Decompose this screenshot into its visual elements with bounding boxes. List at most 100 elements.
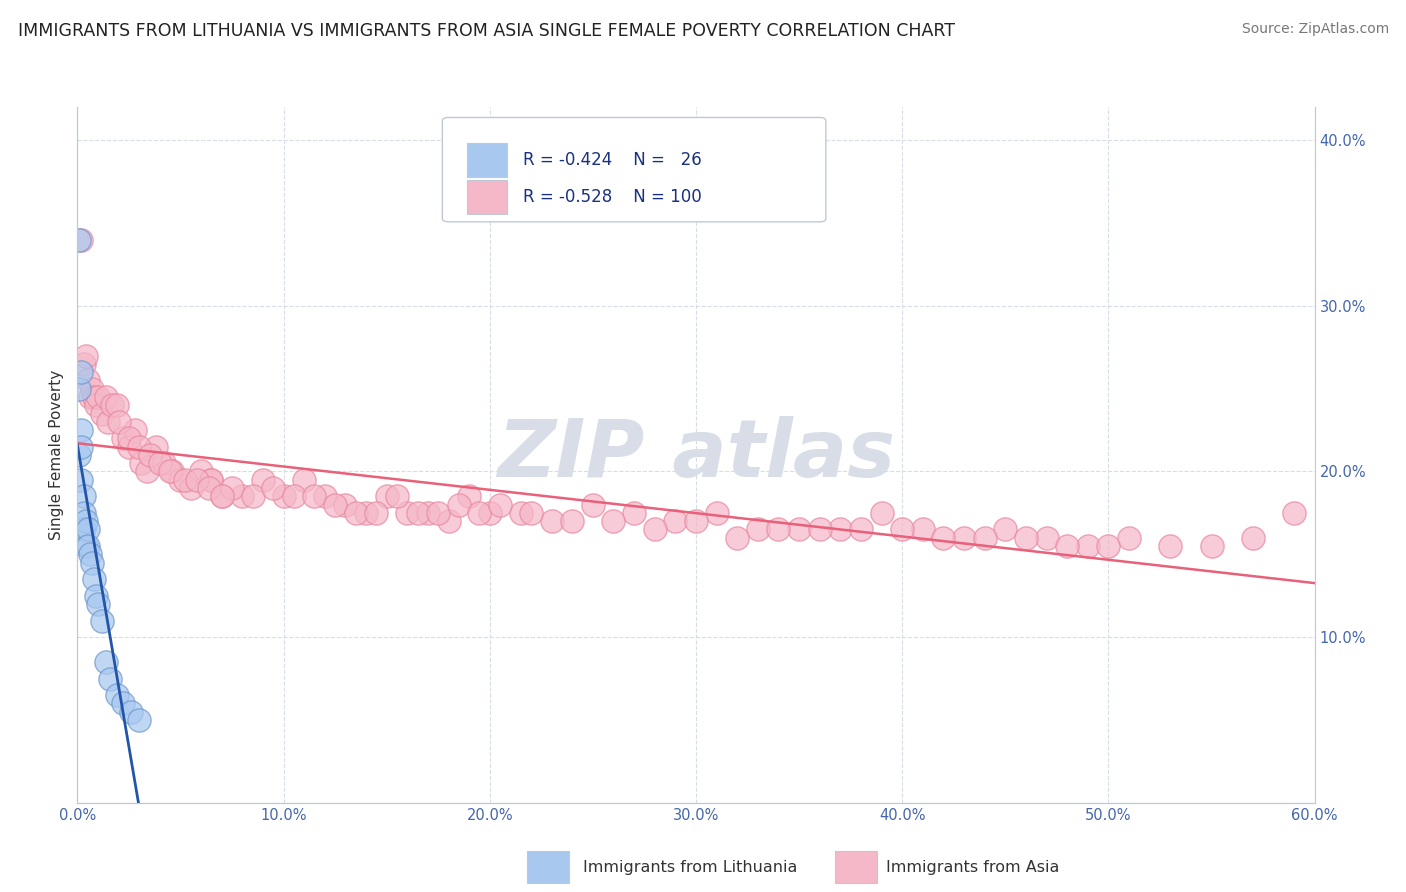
Point xyxy=(87,390,110,404)
Point xyxy=(973,531,995,545)
Point xyxy=(87,597,110,611)
Point xyxy=(128,713,150,727)
Point xyxy=(664,514,686,528)
Point xyxy=(72,357,94,371)
Point xyxy=(83,572,105,586)
Point xyxy=(79,547,101,561)
Point xyxy=(830,523,852,537)
Bar xyxy=(467,144,506,177)
Point xyxy=(468,506,491,520)
Point xyxy=(427,506,450,520)
Point xyxy=(540,514,562,528)
Text: IMMIGRANTS FROM LITHUANIA VS IMMIGRANTS FROM ASIA SINGLE FEMALE POVERTY CORRELAT: IMMIGRANTS FROM LITHUANIA VS IMMIGRANTS … xyxy=(18,22,955,40)
Point xyxy=(437,514,460,528)
Point xyxy=(159,465,181,479)
Point xyxy=(120,705,142,719)
Point xyxy=(385,489,408,503)
Point xyxy=(447,498,470,512)
Point xyxy=(406,506,429,520)
Point xyxy=(97,415,120,429)
Point xyxy=(354,506,377,520)
Point xyxy=(344,506,367,520)
Point xyxy=(252,473,274,487)
Point xyxy=(118,440,141,454)
Point xyxy=(76,373,98,387)
Point xyxy=(128,440,150,454)
Point xyxy=(67,448,90,462)
Bar xyxy=(467,180,506,213)
Point xyxy=(273,489,295,503)
Text: ZIP atlas: ZIP atlas xyxy=(496,416,896,494)
Point xyxy=(849,523,872,537)
Point xyxy=(787,523,810,537)
Point xyxy=(489,498,512,512)
Point xyxy=(70,473,93,487)
Point xyxy=(173,473,195,487)
Point xyxy=(211,489,233,503)
Point xyxy=(911,523,934,537)
Point xyxy=(891,523,914,537)
Point xyxy=(75,514,97,528)
Point xyxy=(366,506,388,520)
Point xyxy=(80,382,103,396)
Text: R = -0.424    N =   26: R = -0.424 N = 26 xyxy=(523,151,702,169)
Point xyxy=(1035,531,1057,545)
Point xyxy=(375,489,398,503)
Point xyxy=(67,382,90,396)
Point xyxy=(72,523,94,537)
Point xyxy=(221,481,243,495)
Point xyxy=(129,456,152,470)
Point xyxy=(323,498,346,512)
Point xyxy=(70,440,93,454)
Point xyxy=(180,481,202,495)
Point xyxy=(169,473,191,487)
Point xyxy=(96,390,118,404)
Point xyxy=(953,531,976,545)
Point xyxy=(283,489,305,503)
Y-axis label: Single Female Poverty: Single Female Poverty xyxy=(49,370,65,540)
Point xyxy=(582,498,605,512)
Point xyxy=(153,456,176,470)
Point xyxy=(1159,539,1181,553)
FancyBboxPatch shape xyxy=(443,118,825,222)
Point xyxy=(70,423,93,437)
Point xyxy=(304,489,326,503)
Point xyxy=(262,481,284,495)
Point xyxy=(1241,531,1264,545)
Point xyxy=(602,514,624,528)
Point xyxy=(768,523,790,537)
Point xyxy=(1201,539,1223,553)
Point xyxy=(149,456,172,470)
Point xyxy=(932,531,955,545)
Point xyxy=(72,506,94,520)
Point xyxy=(84,398,107,412)
Point xyxy=(747,523,769,537)
Point xyxy=(76,523,98,537)
Point xyxy=(211,489,233,503)
Point xyxy=(808,523,831,537)
Point xyxy=(314,489,336,503)
Point xyxy=(101,398,124,412)
Point xyxy=(458,489,481,503)
Point xyxy=(416,506,439,520)
Point xyxy=(98,672,121,686)
Point xyxy=(91,614,114,628)
Point xyxy=(644,523,666,537)
Point xyxy=(200,473,222,487)
Point xyxy=(242,489,264,503)
Point xyxy=(145,440,167,454)
Point xyxy=(91,407,114,421)
Point xyxy=(335,498,357,512)
Point xyxy=(76,539,98,553)
Point xyxy=(561,514,583,528)
Point xyxy=(118,431,141,445)
Text: Immigrants from Asia: Immigrants from Asia xyxy=(886,860,1059,874)
Point xyxy=(200,473,222,487)
Point xyxy=(105,398,128,412)
Point xyxy=(292,473,315,487)
Point xyxy=(1077,539,1099,553)
Point xyxy=(75,539,97,553)
Point xyxy=(520,506,543,520)
Point xyxy=(509,506,531,520)
Point xyxy=(80,556,103,570)
